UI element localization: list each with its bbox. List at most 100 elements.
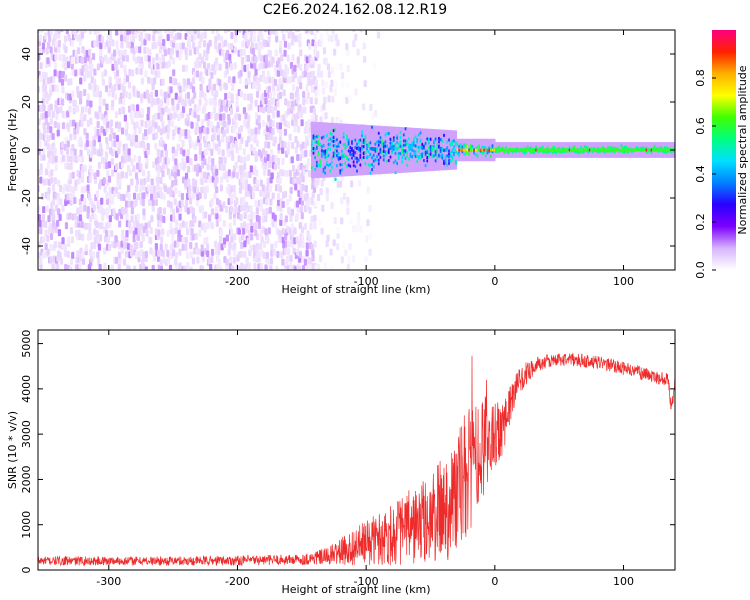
- spectrogram-cell: [125, 122, 129, 130]
- spectrogram-cell: [203, 40, 207, 48]
- spectrogram-cell: [49, 117, 53, 125]
- snr-x-ticks: -300 -200 -100 0 100: [96, 330, 634, 588]
- spectrogram-cell: [191, 192, 196, 200]
- spectrogram-cell: [200, 178, 204, 186]
- spectrogram-cell: [154, 242, 158, 250]
- spectrogram-cell: [60, 141, 65, 149]
- spectrogram-cell: [319, 116, 323, 124]
- spectrogram-cell: [268, 126, 273, 134]
- spectrogram-cell: [132, 54, 136, 62]
- spectrogram-cell: [286, 100, 291, 108]
- spectrogram-cell: [110, 264, 114, 270]
- spectrogram-cell: [303, 258, 308, 266]
- spectrogram-cell: [234, 121, 238, 129]
- spectrogram-cell: [284, 119, 288, 127]
- spectrogram-cell: [253, 263, 257, 270]
- spectrogram-cell: [50, 169, 54, 177]
- spectrogram-cell: [117, 83, 121, 91]
- spectrogram-cell: [347, 256, 351, 264]
- spectrogram-cell: [266, 177, 270, 185]
- x-tick-label: -200: [225, 275, 250, 288]
- y-tick-label: 2000: [20, 465, 33, 493]
- spectrogram-cell: [174, 227, 178, 235]
- spectrogram-cell: [249, 244, 253, 252]
- spectrogram-cell: [229, 63, 233, 71]
- spectrogram-cell: [243, 163, 247, 171]
- spectrogram-cell: [57, 208, 61, 216]
- spectrogram-cell: [46, 57, 50, 65]
- spectrogram-cell: [157, 229, 161, 237]
- spectrogram-cell: [149, 237, 153, 245]
- spectrogram-cell: [186, 35, 190, 43]
- spectrogram-cell: [80, 233, 85, 241]
- spectrogram-cell: [151, 42, 155, 50]
- spectrogram-cell: [220, 35, 224, 43]
- spectrogram-cell: [100, 30, 104, 32]
- spectrogram-cell: [244, 112, 248, 120]
- spectrogram-cell: [181, 129, 185, 137]
- spectrogram-cell: [96, 128, 100, 136]
- spectrogram-cell: [88, 193, 92, 201]
- spectrogram-cell: [205, 243, 210, 251]
- spectrogram-cell: [131, 35, 136, 43]
- spectrogram-cell: [105, 229, 109, 237]
- spectrogram-cell: [196, 30, 200, 34]
- spectrogram-cell: [242, 227, 246, 235]
- spectrogram-cell: [101, 156, 105, 164]
- spectrogram-cell: [241, 176, 246, 184]
- spectrogram-cell: [103, 185, 107, 193]
- spectrogram-cell: [89, 140, 93, 148]
- spectrogram-cell: [60, 147, 64, 155]
- spectrogram-cell: [290, 208, 295, 216]
- spectrogram-cell: [195, 122, 199, 130]
- spectrogram-cell: [91, 53, 96, 61]
- spectrogram-cell: [203, 127, 207, 135]
- spectrogram-cell: [308, 42, 312, 50]
- spectrogram-cell: [217, 147, 221, 155]
- spectrogram-cell: [157, 70, 161, 78]
- spectrogram-cell: [219, 184, 224, 192]
- spectrogram-cell: [172, 215, 176, 223]
- spectrogram-cell: [77, 47, 81, 55]
- spectrogram-cell: [49, 233, 54, 241]
- spectrogram-cell: [191, 77, 195, 85]
- spectrogram-cell: [57, 229, 62, 237]
- spectrogram-cell: [217, 259, 222, 267]
- spectrogram-cell: [257, 250, 261, 258]
- spectrogram-cell: [156, 255, 161, 263]
- spectrogram-cell: [299, 154, 303, 162]
- spectrogram-cell: [264, 228, 268, 236]
- spectrogram-cell: [46, 248, 50, 256]
- spectrogram-cell: [278, 78, 282, 86]
- spectrogram-cell: [135, 242, 139, 250]
- spectrogram-cell: [262, 208, 266, 216]
- spectrogram-cell: [107, 161, 112, 169]
- spectrogram-cell: [180, 98, 185, 106]
- spectrogram-cell: [178, 222, 183, 230]
- spectrogram-cell: [309, 97, 313, 105]
- spectrogram-cell: [299, 49, 303, 57]
- spectrogram-cell: [369, 104, 373, 112]
- spectrogram-cell: [184, 172, 189, 180]
- spectrogram-cell: [127, 105, 132, 113]
- spectrogram-cell: [314, 41, 318, 49]
- spectrogram-cell: [271, 127, 275, 135]
- spectrogram-cell: [243, 93, 247, 101]
- spectrogram-cell: [191, 233, 195, 241]
- spectrogram-cell: [108, 220, 112, 228]
- spectrogram-cell: [182, 149, 186, 157]
- spectrogram-cell: [166, 187, 170, 195]
- spectrogram-cell: [48, 35, 52, 43]
- spectrogram-cell: [64, 74, 68, 82]
- spectrogram-cell: [51, 76, 56, 84]
- spectrogram-cell: [54, 40, 58, 48]
- spectrogram-cell: [289, 76, 293, 84]
- spectrogram-cell: [73, 197, 77, 205]
- spectrogram-cell: [240, 136, 244, 144]
- spectrogram-cell: [117, 77, 122, 85]
- spectrogram-cell: [340, 217, 344, 225]
- spectrogram-cell: [273, 136, 277, 144]
- spectrogram-cell: [107, 204, 112, 212]
- spectrogram-cell: [135, 141, 139, 149]
